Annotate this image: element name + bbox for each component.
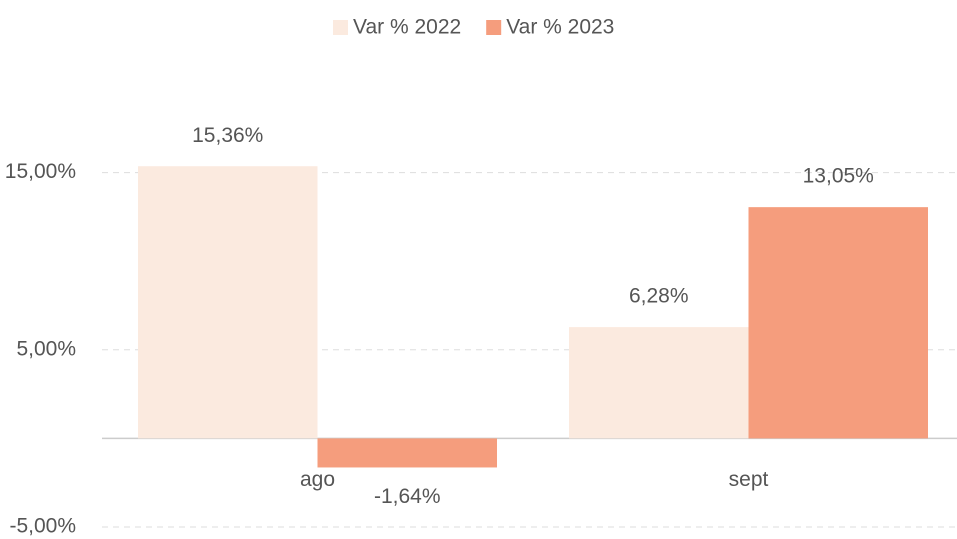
legend-label: Var % 2023	[506, 16, 614, 39]
y-tick-label: 15,00%	[5, 160, 76, 183]
legend-label: Var % 2022	[353, 16, 461, 39]
x-tick-label: ago	[300, 468, 335, 491]
bar	[317, 438, 497, 468]
x-tick-label: sept	[729, 468, 769, 491]
y-tick-label: 5,00%	[16, 337, 76, 360]
bar	[748, 207, 928, 439]
legend-swatch	[333, 20, 348, 35]
data-label: -1,64%	[374, 485, 441, 508]
y-tick-label: -5,00%	[9, 515, 76, 538]
bar	[138, 166, 318, 439]
data-label: 6,28%	[629, 285, 689, 308]
data-label: 15,36%	[192, 124, 263, 147]
legend-swatch	[486, 20, 502, 35]
bar	[569, 327, 749, 439]
data-label: 13,05%	[803, 165, 874, 188]
